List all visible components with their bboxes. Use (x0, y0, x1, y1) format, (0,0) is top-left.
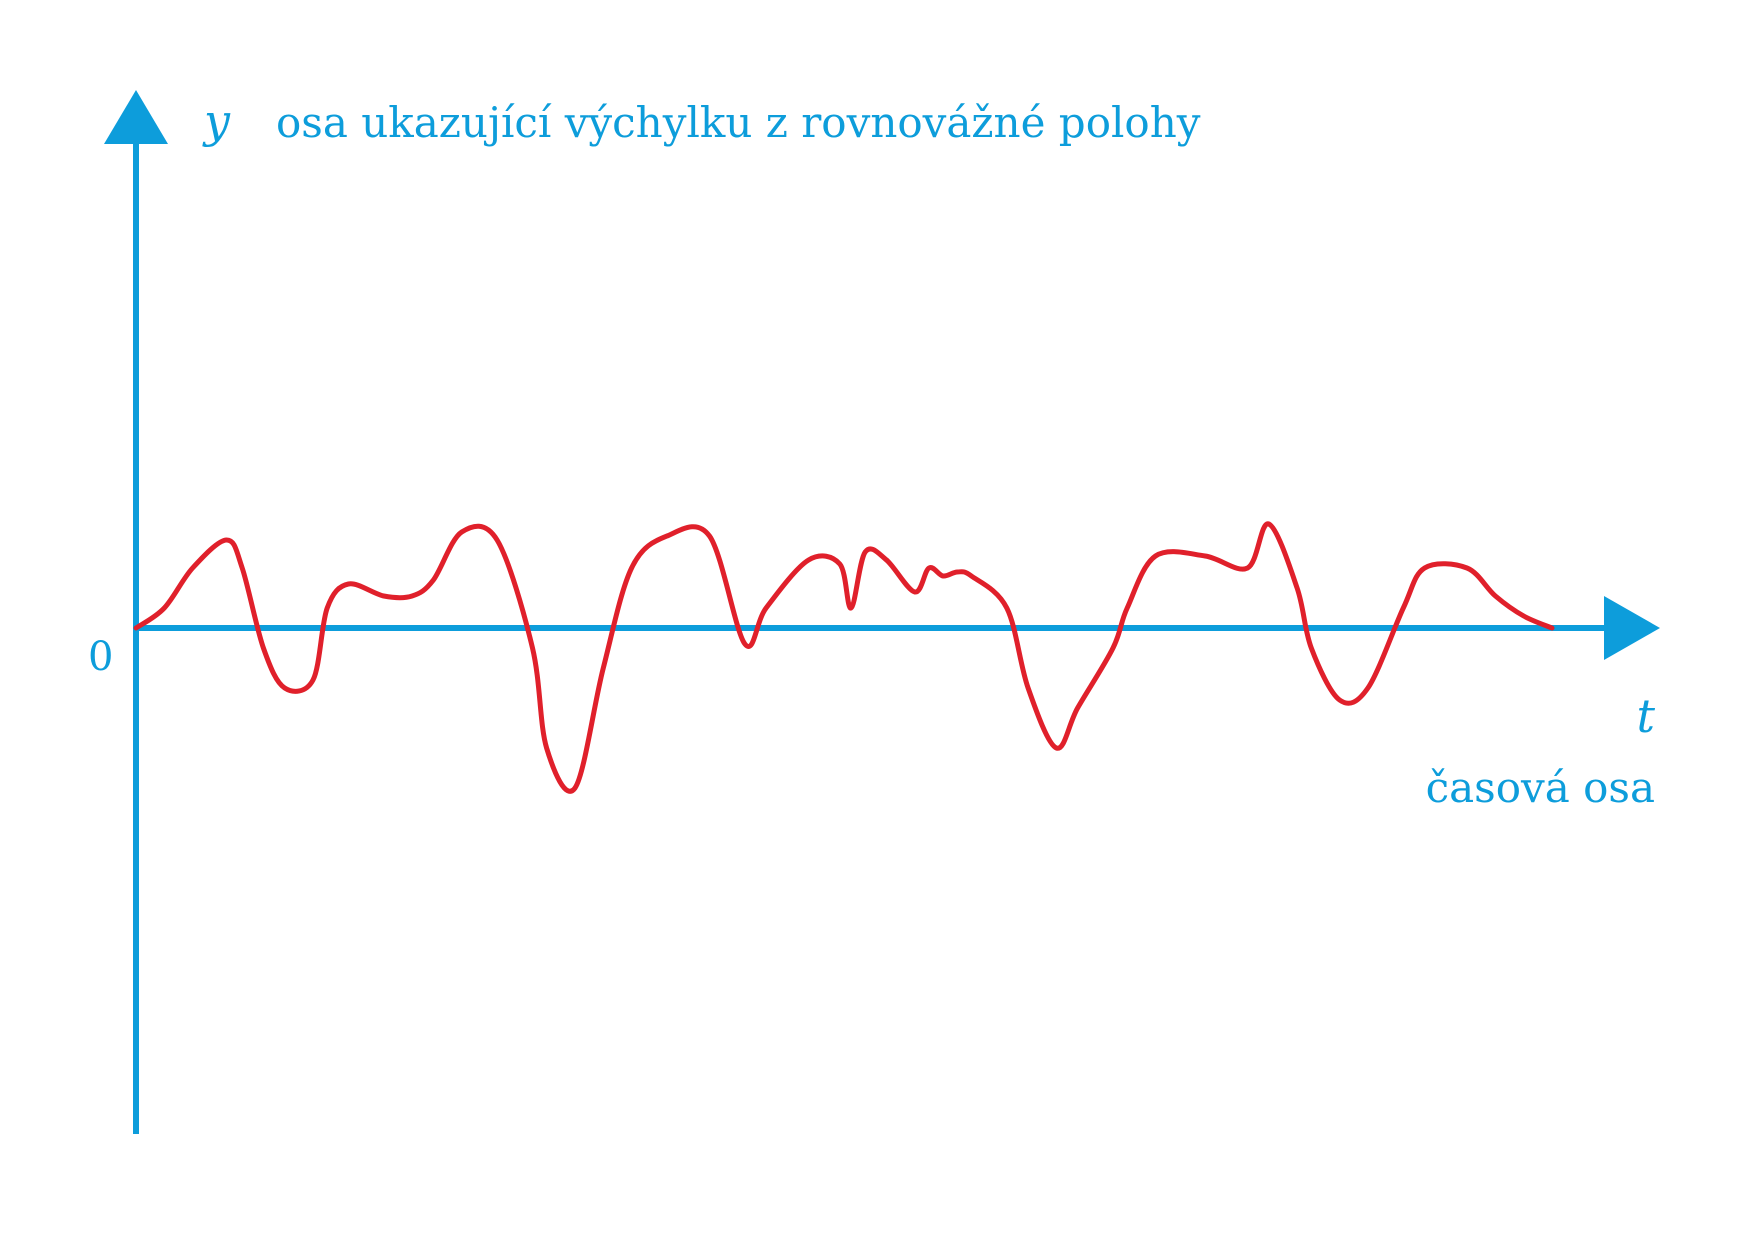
t-axis-symbol: t (1637, 689, 1656, 743)
y-axis-symbol: y (202, 94, 231, 148)
y-axis-arrowhead (104, 90, 168, 144)
y-axis-title: osa ukazující výchylku z rovnovážné polo… (276, 98, 1201, 147)
t-axis-arrowhead (1604, 596, 1660, 660)
t-axis-title: časová osa (1426, 763, 1655, 812)
displacement-curve (133, 521, 1555, 794)
origin-label: 0 (88, 634, 113, 680)
